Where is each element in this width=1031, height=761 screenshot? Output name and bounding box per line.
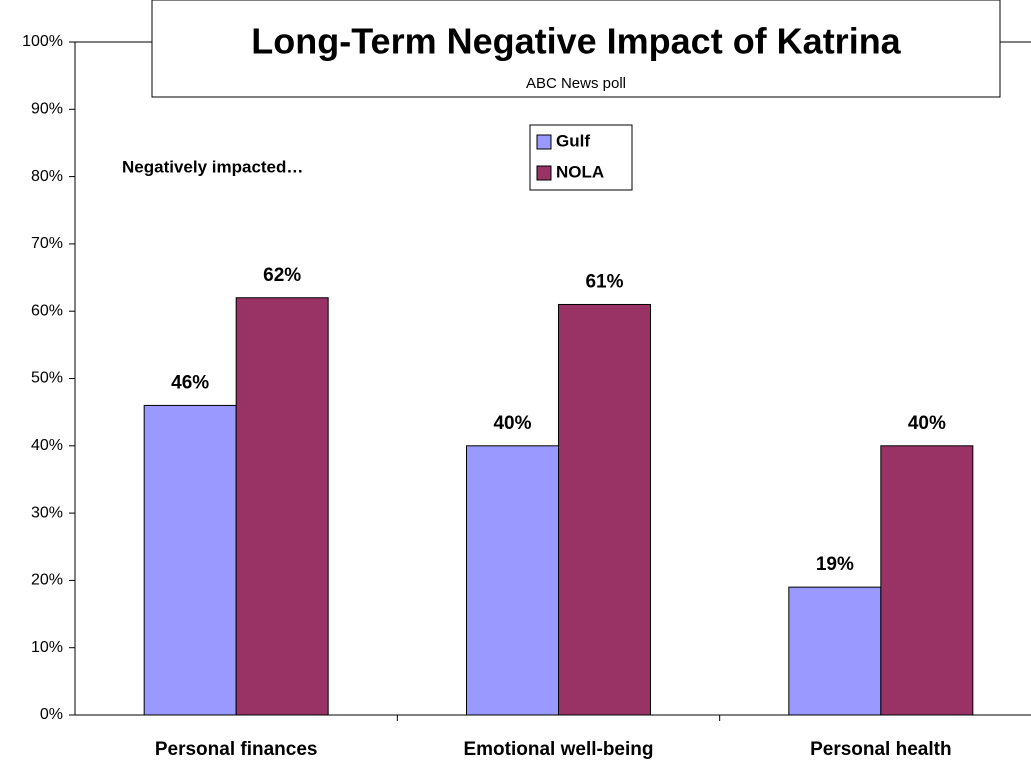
y-tick-label: 0%	[40, 706, 63, 723]
data-label: 40%	[493, 413, 531, 434]
legend-label: NOLA	[556, 162, 604, 181]
chart-subtitle: ABC News poll	[526, 75, 626, 92]
y-tick-label: 70%	[31, 235, 63, 252]
y-tick-label: 60%	[31, 302, 63, 319]
data-label: 61%	[585, 271, 623, 292]
y-tick-label: 30%	[31, 504, 63, 521]
y-tick-label: 10%	[31, 639, 63, 656]
bar	[143, 404, 237, 716]
data-label: 46%	[171, 372, 209, 393]
y-tick-label: 100%	[22, 33, 63, 50]
bar	[880, 445, 974, 716]
data-label: 62%	[263, 265, 301, 286]
legend-label: Gulf	[556, 131, 590, 150]
annotation: Negatively impacted…	[122, 157, 303, 176]
bar	[235, 297, 329, 716]
legend-swatch	[536, 165, 552, 181]
x-tick-label: Emotional well-being	[463, 739, 653, 760]
data-label: 19%	[816, 554, 854, 575]
chart-title: Long-Term Negative Impact of Katrina	[251, 21, 901, 62]
y-tick-label: 50%	[31, 370, 63, 387]
data-label: 40%	[908, 413, 946, 434]
y-tick-label: 90%	[31, 101, 63, 118]
title-box	[151, 0, 1001, 98]
x-tick-label: Personal health	[810, 739, 952, 760]
bar	[788, 586, 882, 716]
y-tick-label: 80%	[31, 168, 63, 185]
x-tick-label: Personal finances	[155, 739, 318, 760]
bar	[466, 445, 559, 716]
y-tick-label: 20%	[31, 572, 63, 589]
bar	[558, 303, 651, 716]
legend-swatch	[536, 134, 552, 150]
y-tick-label: 40%	[31, 437, 63, 454]
